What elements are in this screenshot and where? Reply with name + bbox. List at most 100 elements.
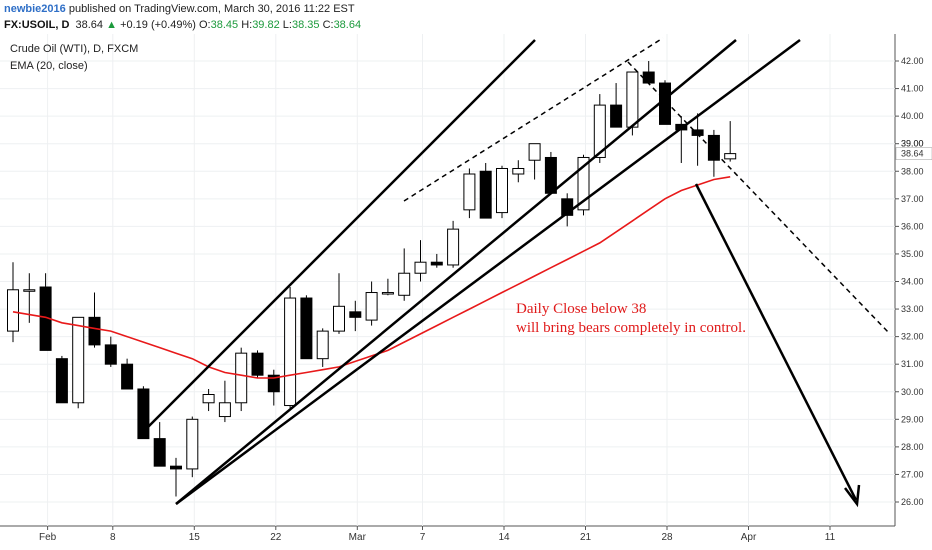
price-tag-box: [895, 147, 932, 160]
candle[interactable]: [707, 129, 720, 177]
candle[interactable]: [153, 422, 166, 467]
close-label: C:: [322, 19, 334, 31]
candle[interactable]: [55, 355, 68, 404]
candle-body: [72, 316, 85, 404]
symbol-label: FX:USOIL, D: [4, 19, 70, 31]
candle[interactable]: [316, 328, 329, 367]
candle-body: [430, 261, 443, 266]
channel-upper-line[interactable]: [142, 39, 536, 433]
y-tick-label: 34.00: [901, 277, 924, 287]
candle[interactable]: [104, 336, 117, 367]
candle[interactable]: [479, 162, 492, 219]
candle-body: [121, 363, 134, 390]
y-tick-label: 36.00: [901, 221, 924, 231]
candle[interactable]: [528, 143, 541, 180]
candle-body: [218, 402, 231, 418]
candle-body: [202, 394, 215, 404]
forecast-arrow-line[interactable]: [694, 183, 858, 501]
high-label: H:: [241, 19, 253, 31]
candle-body: [284, 297, 297, 407]
candle[interactable]: [88, 292, 101, 348]
y-tick-label: 38.00: [901, 166, 924, 176]
candle-body: [153, 438, 166, 467]
x-tick-label: 8: [110, 532, 116, 543]
candle-body: [170, 465, 182, 470]
candles-group: [7, 61, 737, 497]
candle[interactable]: [724, 121, 737, 162]
y-tick-label: 35.00: [901, 249, 924, 259]
y-tick-label: 27.00: [901, 469, 924, 479]
candle[interactable]: [267, 369, 280, 406]
candle[interactable]: [251, 350, 264, 378]
up-triangle-icon: ▲: [106, 19, 117, 31]
candle[interactable]: [365, 281, 378, 326]
candle-body: [7, 289, 19, 332]
y-tick-label: 31.00: [901, 359, 924, 369]
candle-body: [593, 104, 606, 158]
chart-title: Crude Oil (WTI), D, FXCM: [10, 43, 138, 55]
x-tick-label: 22: [270, 532, 282, 543]
candle[interactable]: [121, 358, 134, 390]
published-text: published on TradingView.com, March 30, …: [68, 3, 355, 15]
current-price-marker: 38.64: [895, 147, 932, 160]
y-tick-label: 29.00: [901, 414, 924, 424]
x-tick-label: 21: [580, 532, 592, 543]
candle-body: [724, 153, 737, 160]
candle-body: [137, 388, 150, 440]
candle[interactable]: [691, 113, 704, 166]
high-value: 39.82: [252, 19, 280, 31]
support-trend-line[interactable]: [175, 38, 801, 506]
candle[interactable]: [561, 193, 574, 227]
y-tick-label: 28.00: [901, 442, 924, 452]
x-tick-label: Feb: [39, 532, 57, 543]
x-tick-label: 14: [498, 532, 510, 543]
candle-body: [235, 352, 248, 404]
candle[interactable]: [186, 416, 199, 478]
candle[interactable]: [349, 300, 362, 332]
y-tick-label: 40.00: [901, 111, 924, 121]
candle[interactable]: [381, 278, 394, 296]
y-tick-label: 26.00: [901, 497, 924, 507]
arrowhead-icon: [844, 484, 861, 508]
candle[interactable]: [235, 347, 248, 412]
dashed-upper-line[interactable]: [403, 37, 664, 202]
annotation-line1: Daily Close below 38: [516, 301, 646, 317]
candle[interactable]: [414, 240, 427, 282]
candle-body: [512, 167, 525, 175]
open-label: O:: [198, 19, 211, 31]
candle[interactable]: [544, 151, 557, 194]
candle-body: [55, 358, 68, 404]
candle[interactable]: [398, 248, 411, 301]
candle[interactable]: [284, 287, 297, 409]
candle-body: [610, 104, 623, 128]
candle[interactable]: [7, 262, 19, 343]
candle[interactable]: [72, 316, 85, 409]
open-value: 38.45: [210, 19, 239, 31]
channel-middle-line[interactable]: [175, 39, 737, 505]
candle[interactable]: [170, 457, 182, 497]
candle[interactable]: [447, 220, 460, 268]
candle[interactable]: [496, 165, 508, 219]
candle-body: [479, 170, 492, 219]
author-link[interactable]: newbie2016: [4, 3, 66, 15]
x-tick-label: 7: [420, 532, 426, 543]
x-axis-ticks: Feb 8 15 22 Mar 7 14 21 28 Apr 11: [39, 526, 836, 543]
candle[interactable]: [463, 168, 476, 219]
price-chart[interactable]: 26.00 27.00 28.00 29.00 30.00 31.00 32.00 33.00…: [0, 34, 932, 550]
header-bar: newbie2016 published on TradingView.com,…: [0, 0, 932, 34]
candle-body: [691, 129, 704, 136]
candle[interactable]: [202, 388, 215, 412]
x-tick-label: Mar: [349, 532, 367, 543]
candle-body: [463, 173, 476, 211]
candle[interactable]: [610, 83, 623, 128]
candle-body: [642, 71, 655, 84]
candle[interactable]: [512, 160, 525, 183]
ema-line[interactable]: [12, 176, 731, 379]
candle[interactable]: [218, 380, 231, 423]
y-tick-label: 37.00: [901, 194, 924, 204]
candle[interactable]: [430, 253, 443, 268]
candle[interactable]: [300, 295, 313, 360]
x-tick-label: 11: [825, 532, 836, 543]
quote-line: FX:USOIL, D 38.64 ▲ +0.19 (+0.49%) O:38.…: [4, 19, 361, 31]
candle[interactable]: [333, 273, 345, 334]
